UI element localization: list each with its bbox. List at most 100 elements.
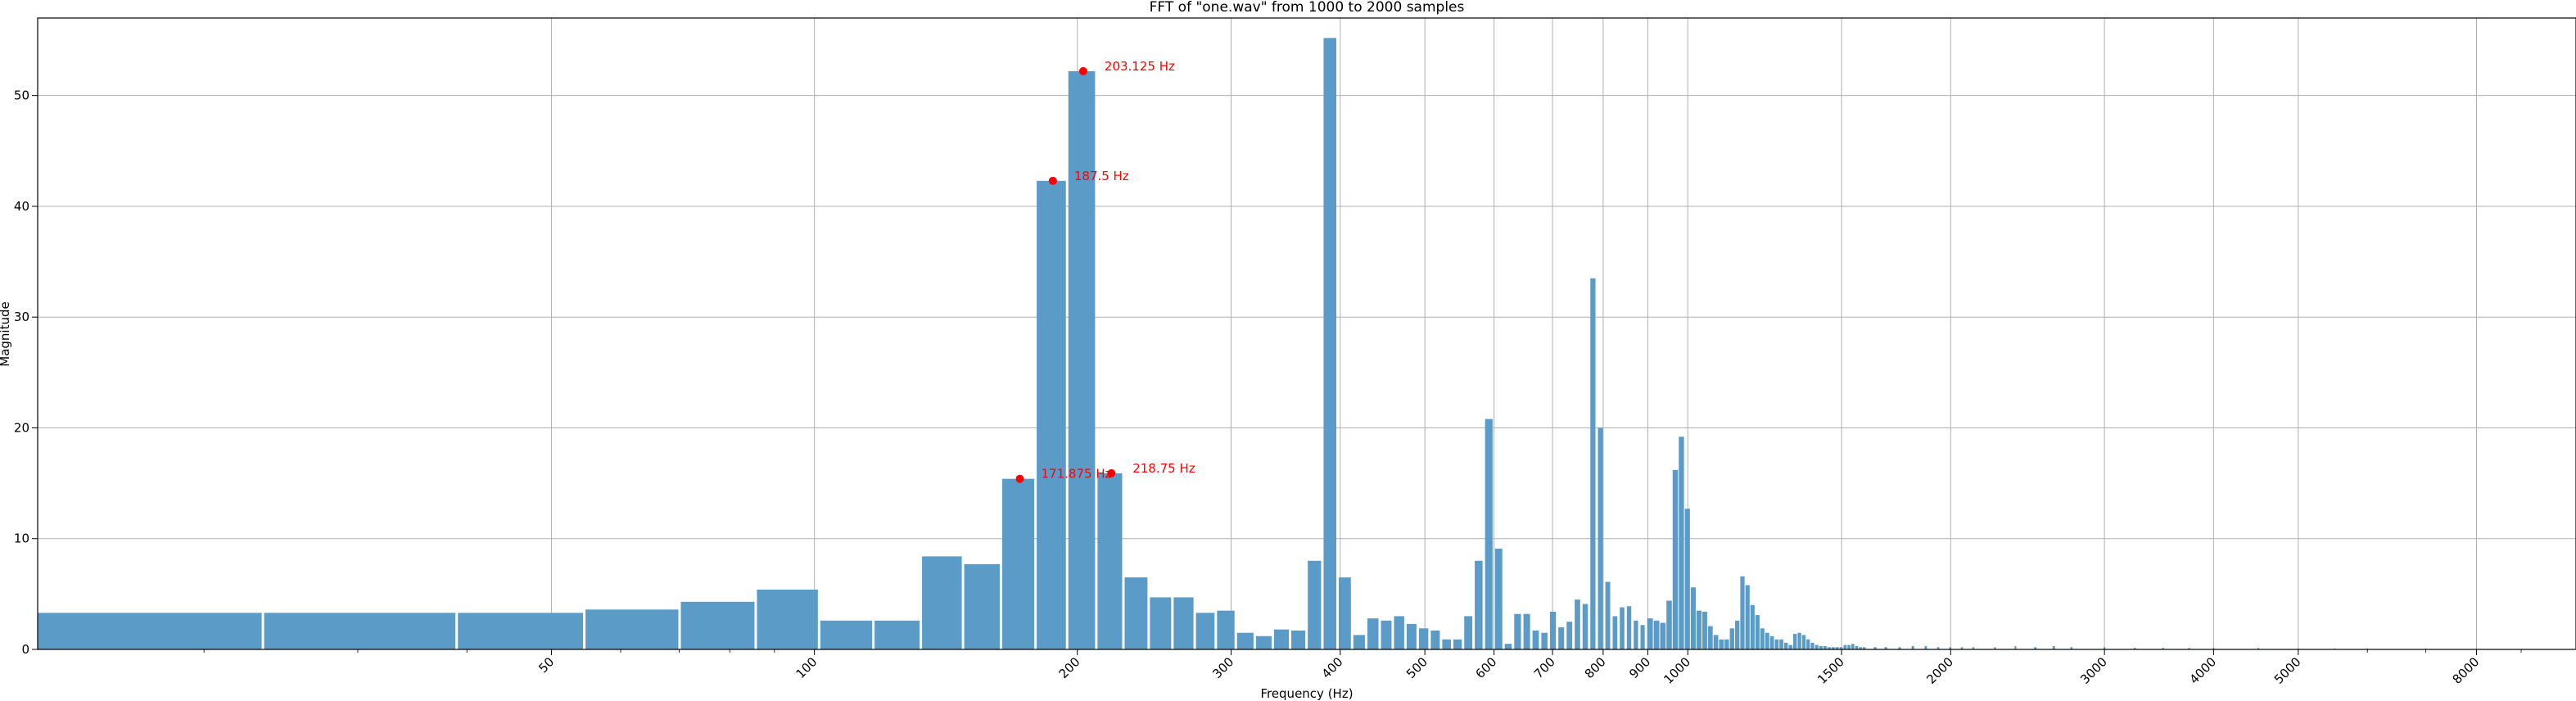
fft-bar	[1831, 647, 1835, 649]
bars	[38, 38, 2477, 650]
x-tick-label: 900	[1626, 654, 1653, 681]
fft-bar	[1690, 587, 1696, 649]
fft-bar	[1494, 548, 1503, 649]
fft-bar	[1590, 278, 1596, 649]
fft-bar	[1195, 613, 1215, 649]
x-axis-ticks: 50 100 200 300 400 500 600 700 800 900 1000 1500 200…	[203, 649, 2522, 687]
fft-bar	[1097, 473, 1123, 649]
fft-bar	[1855, 645, 1859, 649]
fft-bar	[2134, 647, 2136, 649]
fft-bar	[874, 620, 920, 649]
peak-markers: 171.875 Hz 187.5 Hz 203.125 Hz 218.75 Hz	[1015, 59, 1195, 483]
x-tick-label: 700	[1531, 654, 1558, 681]
fft-bar	[1634, 620, 1638, 649]
fft-bar	[922, 556, 962, 649]
fft-bar	[1626, 606, 1632, 649]
fft-bar	[1679, 436, 1684, 649]
y-tick-label: 0	[21, 642, 29, 657]
fft-bar	[1037, 180, 1066, 649]
fft-bar	[1835, 647, 1839, 649]
fft-bar	[1814, 644, 1819, 649]
fft-bar	[1684, 509, 1690, 649]
fft-bar	[1255, 635, 1272, 649]
fft-bar	[1745, 585, 1750, 649]
x-tick-label: 5000	[2271, 654, 2304, 687]
fft-bar	[1124, 577, 1148, 649]
peak-marker	[1015, 474, 1024, 483]
fft-bar	[2257, 647, 2259, 649]
x-tick-label: 300	[1209, 654, 1236, 681]
x-tick-label: 800	[1582, 654, 1609, 681]
fft-bar	[1660, 622, 1666, 649]
peak-marker	[1107, 468, 1116, 477]
fft-bar	[1740, 576, 1745, 649]
fft-bar	[820, 620, 873, 649]
fft-bar	[1394, 616, 1404, 649]
fft-bar	[1911, 645, 1914, 649]
fft-bar	[1884, 647, 1887, 649]
fft-bar	[1291, 631, 1306, 649]
x-tick-label: 8000	[2450, 654, 2483, 687]
x-tick-label: 200	[1056, 654, 1083, 681]
x-tick-label: 400	[1319, 654, 1346, 681]
x-tick-label: 600	[1472, 654, 1499, 681]
fft-bar	[1173, 597, 1194, 649]
fft-bar	[2188, 647, 2190, 649]
fft-bar	[1566, 622, 1573, 649]
fft-bar	[1406, 623, 1417, 649]
fft-bar	[1514, 613, 1521, 649]
fft-bar	[2212, 647, 2215, 649]
fft-bar	[1418, 628, 1429, 649]
x-tick-label: 100	[793, 654, 820, 681]
fft-bar	[1323, 38, 1336, 650]
fft-bar	[1769, 635, 1774, 649]
y-axis-ticks: 0 10 20 30 40 50	[14, 88, 38, 657]
fft-bar	[1367, 618, 1379, 649]
fft-bar	[1653, 620, 1660, 649]
fft-bar	[1549, 612, 1557, 649]
fft-bar	[2162, 647, 2164, 649]
x-tick-label: 50	[536, 654, 557, 676]
fft-bar	[1273, 629, 1290, 649]
fft-bar	[1898, 647, 1901, 649]
grid-lines	[38, 18, 2576, 650]
fft-bar	[1839, 647, 1843, 649]
y-tick-label: 10	[14, 531, 29, 546]
peak-label: 203.125 Hz	[1105, 59, 1175, 74]
fft-bar	[1862, 647, 1866, 649]
fft-bar	[1640, 625, 1645, 649]
y-tick-label: 20	[14, 420, 29, 435]
fft-bar	[1702, 612, 1707, 649]
fft-bar	[2034, 647, 2037, 649]
fft-bar	[1475, 560, 1483, 649]
fft-bar	[1672, 469, 1679, 649]
fft-bar	[2052, 645, 2055, 649]
y-tick-label: 30	[14, 310, 29, 324]
fft-bar	[757, 589, 818, 649]
fft-bar	[1308, 560, 1322, 649]
fft-bar	[1338, 577, 1351, 649]
fft-bar	[1972, 647, 1975, 649]
fft-bar	[1724, 639, 1729, 649]
fft-bar	[1541, 632, 1548, 649]
x-tick-label: 500	[1403, 654, 1430, 681]
fft-bar	[1960, 647, 1964, 649]
fft-bar	[1851, 644, 1855, 649]
fft-bar	[2014, 645, 2017, 649]
peak-label: 171.875 Hz	[1042, 467, 1112, 482]
fft-bar	[1823, 645, 1827, 649]
fft-bar	[1523, 613, 1530, 649]
fft-bar	[1605, 581, 1611, 649]
fft-bar	[1810, 642, 1814, 649]
fft-bar	[1755, 615, 1760, 649]
chart-title: FFT of "one.wav" from 1000 to 2000 sampl…	[1150, 0, 1465, 16]
fft-bar	[1779, 639, 1783, 649]
fft-bar	[1430, 631, 1440, 649]
fft-bar	[1765, 632, 1769, 649]
fft-bar	[1150, 597, 1172, 649]
fft-bar	[1068, 70, 1096, 649]
x-tick-label: 1000	[1661, 654, 1693, 687]
fft-bar	[1217, 610, 1235, 649]
fft-bar	[1819, 645, 1823, 649]
